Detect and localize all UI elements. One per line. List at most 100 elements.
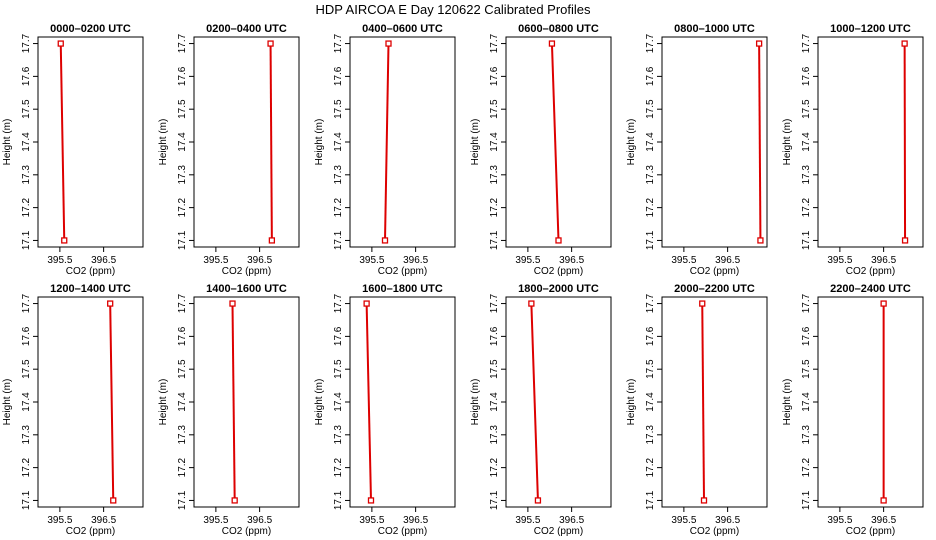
y-tick-label: 17.1 — [177, 230, 188, 250]
panel-title: 0200–0400 UTC — [206, 23, 287, 35]
y-axis-label: Height (m) — [2, 379, 13, 426]
x-axis-label: CO2 (ppm) — [378, 526, 427, 537]
y-tick-label: 17.6 — [489, 66, 500, 86]
y-tick-label: 17.1 — [333, 490, 344, 510]
y-tick-label: 17.6 — [177, 66, 188, 86]
profile-line — [550, 43, 560, 241]
y-axis-label: Height (m) — [782, 119, 793, 166]
panel-title: 2000–2200 UTC — [674, 283, 755, 295]
panel-title: 1000–1200 UTC — [830, 23, 911, 35]
profile-line — [758, 43, 762, 241]
y-tick-label: 17.4 — [489, 132, 500, 152]
y-tick-label: 17.4 — [177, 132, 188, 152]
y-tick-label: 17.7 — [21, 33, 32, 53]
y-tick-label: 17.5 — [645, 99, 656, 119]
profile-panel: 0200–0400 UTC 395.5 396.5 17.1 17.2 17.3 17.4 1… — [158, 23, 300, 277]
y-tick-label: 17.5 — [801, 99, 812, 119]
y-axis-label: Height (m) — [2, 119, 13, 166]
x-tick-label: 395.5 — [359, 255, 384, 266]
y-tick-label: 17.5 — [333, 359, 344, 379]
y-tick-label: 17.1 — [645, 230, 656, 250]
y-axis-label: Height (m) — [158, 119, 169, 166]
x-axis-label: CO2 (ppm) — [690, 266, 739, 277]
panel-title: 1800–2000 UTC — [518, 283, 599, 295]
profile-point — [901, 40, 908, 47]
x-tick-label: 396.5 — [871, 515, 896, 526]
x-axis-label: CO2 (ppm) — [690, 526, 739, 537]
y-tick-label: 17.3 — [177, 165, 188, 185]
profile-point — [110, 497, 117, 504]
y-tick-label: 17.2 — [333, 457, 344, 477]
x-tick-label: 396.5 — [247, 515, 272, 526]
figure-title: HDP AIRCOA E Day 120622 Calibrated Profi… — [315, 2, 591, 17]
y-tick-label: 17.3 — [489, 425, 500, 445]
y-tick-label: 17.4 — [645, 132, 656, 152]
y-tick-label: 17.3 — [333, 425, 344, 445]
y-tick-label: 17.2 — [645, 457, 656, 477]
profile-point — [755, 40, 763, 47]
profile-panel: 1000–1200 UTC 395.5 396.5 17.1 17.2 17.3 17.4 1… — [782, 23, 924, 277]
x-axis-label: CO2 (ppm) — [534, 526, 583, 537]
y-tick-label: 17.5 — [489, 99, 500, 119]
profile-panel: 1800–2000 UTC 395.5 396.5 17.1 17.2 17.3 17.4 1… — [470, 283, 612, 537]
y-tick-label: 17.6 — [801, 326, 812, 346]
profile-panel: 1400–1600 UTC 395.5 396.5 17.1 17.2 17.3 17.4 1… — [158, 283, 300, 537]
y-tick-label: 17.3 — [801, 165, 812, 185]
y-tick-label: 17.5 — [21, 99, 32, 119]
y-axis-label: Height (m) — [782, 379, 793, 426]
y-tick-label: 17.2 — [21, 457, 32, 477]
x-tick-label: 396.5 — [715, 255, 740, 266]
x-axis-label: CO2 (ppm) — [222, 266, 271, 277]
profile-point — [700, 497, 708, 504]
y-tick-label: 17.4 — [645, 392, 656, 412]
y-tick-label: 17.3 — [21, 165, 32, 185]
y-axis-label: Height (m) — [314, 379, 325, 426]
y-tick-label: 17.6 — [333, 326, 344, 346]
profile-point — [61, 237, 68, 244]
y-tick-label: 17.2 — [801, 457, 812, 477]
x-axis-label: CO2 (ppm) — [846, 526, 895, 537]
y-tick-label: 17.4 — [21, 132, 32, 152]
x-tick-label: 395.5 — [515, 255, 540, 266]
profile-line — [59, 43, 66, 241]
profile-panel: 0800–1000 UTC 395.5 396.5 17.1 17.2 17.3 17.4 1… — [626, 23, 768, 277]
y-tick-label: 17.2 — [177, 197, 188, 217]
y-tick-label: 17.1 — [177, 490, 188, 510]
y-tick-label: 17.1 — [21, 230, 32, 250]
y-tick-label: 17.6 — [489, 326, 500, 346]
y-tick-label: 17.7 — [21, 293, 32, 313]
profile-line — [530, 303, 539, 501]
y-axis-label: Height (m) — [314, 119, 325, 166]
x-tick-label: 396.5 — [91, 255, 116, 266]
y-tick-label: 17.3 — [645, 165, 656, 185]
profile-panel: 2000–2200 UTC 395.5 396.5 17.1 17.2 17.3 17.4 1… — [626, 283, 768, 537]
y-tick-label: 17.6 — [21, 326, 32, 346]
profile-point — [231, 497, 238, 504]
profile-panel: 0400–0600 UTC 395.5 396.5 17.1 17.2 17.3 17.4 1… — [314, 23, 456, 277]
y-tick-label: 17.4 — [801, 132, 812, 152]
y-tick-label: 17.2 — [333, 197, 344, 217]
profile-point — [699, 300, 706, 307]
x-axis-label: CO2 (ppm) — [534, 266, 583, 277]
y-tick-label: 17.6 — [801, 66, 812, 86]
x-tick-label: 395.5 — [515, 515, 540, 526]
profile-point — [381, 237, 389, 244]
x-tick-label: 395.5 — [827, 255, 852, 266]
y-tick-label: 17.5 — [21, 359, 32, 379]
y-axis-label: Height (m) — [158, 379, 169, 426]
x-axis-label: CO2 (ppm) — [222, 526, 271, 537]
x-tick-label: 395.5 — [671, 255, 696, 266]
profile-point — [528, 300, 535, 307]
x-tick-label: 395.5 — [359, 515, 384, 526]
y-tick-label: 17.3 — [645, 425, 656, 445]
y-tick-label: 17.2 — [489, 197, 500, 217]
profile-line — [269, 43, 273, 241]
profile-point — [107, 300, 114, 307]
profile-point — [57, 40, 64, 47]
y-tick-label: 17.7 — [645, 293, 656, 313]
x-tick-label: 395.5 — [47, 515, 72, 526]
profile-line — [109, 303, 115, 501]
y-tick-label: 17.7 — [645, 33, 656, 53]
